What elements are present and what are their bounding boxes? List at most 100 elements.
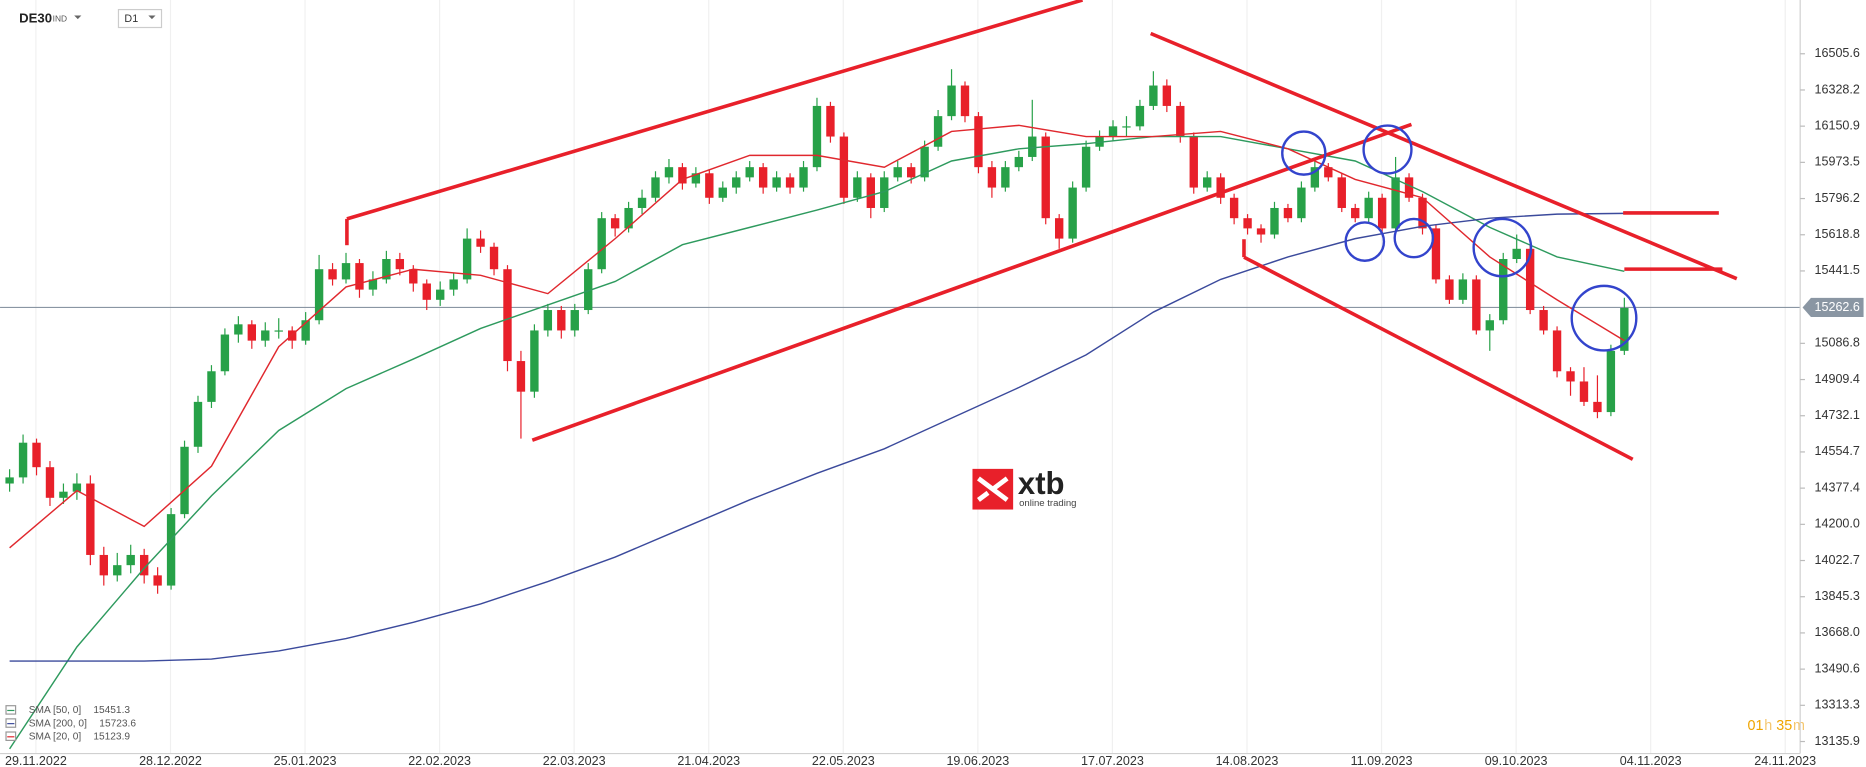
candle-body bbox=[5, 477, 14, 484]
candle-body bbox=[355, 263, 364, 290]
candle-body bbox=[476, 238, 485, 247]
sma-line bbox=[9, 212, 1625, 662]
candle-body bbox=[409, 269, 418, 284]
legend-value: 15123.9 bbox=[93, 731, 130, 742]
candle-body bbox=[1122, 126, 1131, 128]
candle-body bbox=[516, 361, 526, 392]
countdown-hours: 01 bbox=[1748, 718, 1764, 734]
candle-body bbox=[1337, 177, 1346, 208]
candle-body bbox=[853, 177, 862, 198]
candle-body bbox=[1001, 167, 1010, 188]
legend-name: SMA [50, 0] bbox=[29, 705, 82, 716]
y-tick-label: 15796.2 bbox=[1815, 191, 1860, 205]
candle-body bbox=[691, 173, 701, 184]
y-tick-label: 15973.5 bbox=[1815, 155, 1860, 169]
candle-body bbox=[489, 246, 499, 270]
candle-body bbox=[1377, 197, 1387, 229]
candle-body bbox=[1351, 207, 1360, 219]
candle-body bbox=[1014, 156, 1024, 168]
candle-body bbox=[449, 279, 458, 290]
x-tick-label: 29.11.2022 bbox=[5, 754, 67, 767]
candle-body bbox=[1055, 218, 1064, 239]
candle-body bbox=[1216, 177, 1225, 198]
y-tick-label: 14022.7 bbox=[1815, 553, 1860, 567]
legend-icon bbox=[5, 718, 17, 728]
candle-body bbox=[651, 177, 660, 198]
symbol[interactable]: DE30 bbox=[19, 11, 52, 26]
candle-body bbox=[960, 85, 970, 117]
candle-body bbox=[1283, 207, 1293, 219]
candle-body bbox=[207, 371, 216, 402]
highlight-circle bbox=[1362, 124, 1413, 175]
y-tick-label: 13313.3 bbox=[1815, 698, 1860, 712]
candle-body bbox=[1566, 371, 1575, 382]
candle-body bbox=[1068, 187, 1077, 239]
dropdown-arrow[interactable] bbox=[148, 15, 156, 20]
interval-box[interactable] bbox=[117, 8, 163, 29]
logo-icon bbox=[977, 476, 1009, 502]
candle-body bbox=[880, 177, 889, 208]
candle-body bbox=[18, 442, 28, 478]
candle-body bbox=[1149, 85, 1158, 106]
y-tick-label: 13490.6 bbox=[1815, 661, 1860, 675]
candle-body bbox=[1028, 136, 1037, 157]
legend-name: SMA [200, 0] bbox=[29, 718, 87, 729]
x-tick-label: 11.09.2023 bbox=[1351, 754, 1413, 767]
candle-body bbox=[866, 177, 875, 208]
candle-body bbox=[1445, 279, 1454, 300]
y-tick-label: 16328.2 bbox=[1815, 82, 1860, 96]
candle-body bbox=[1310, 167, 1320, 188]
y-tick-label: 16505.6 bbox=[1815, 46, 1860, 60]
candle-body bbox=[99, 554, 108, 576]
y-tick-label: 14909.4 bbox=[1815, 372, 1860, 386]
candle-body bbox=[1243, 218, 1252, 229]
candle-body bbox=[1324, 167, 1333, 178]
candle-body bbox=[974, 116, 983, 168]
candle-body bbox=[314, 269, 324, 321]
candle-body bbox=[732, 177, 741, 188]
candle-body bbox=[1162, 85, 1172, 106]
candle-body bbox=[1108, 126, 1118, 137]
candle-body bbox=[220, 334, 230, 372]
x-tick-label: 14.08.2023 bbox=[1216, 754, 1279, 767]
candle-body bbox=[139, 554, 149, 576]
candle-body bbox=[1593, 401, 1602, 413]
candle-body bbox=[1485, 320, 1494, 331]
candle-body bbox=[1606, 350, 1616, 413]
candle-body bbox=[1270, 207, 1279, 235]
candle-body bbox=[180, 446, 189, 515]
legend: SMA [50, 0] 15451.3 SMA [200, 0] 15723.6 SMA… bbox=[5, 705, 136, 742]
y-tick-label: 13668.0 bbox=[1815, 625, 1860, 639]
candle-body bbox=[745, 167, 754, 178]
countdown-unit: m bbox=[1793, 718, 1805, 734]
candle-body bbox=[826, 105, 835, 137]
highlight-circle bbox=[1472, 217, 1533, 278]
candle-body bbox=[597, 218, 606, 270]
candle-body bbox=[153, 575, 162, 586]
y-tick-label: 16150.9 bbox=[1815, 118, 1860, 132]
candle-body bbox=[1391, 177, 1400, 229]
candle-body bbox=[1418, 197, 1427, 229]
candle-body bbox=[1364, 197, 1373, 219]
x-tick-label: 22.02.2023 bbox=[408, 754, 471, 767]
x-tick-label: 22.05.2023 bbox=[812, 754, 875, 767]
candle-body bbox=[166, 514, 176, 586]
candle-body bbox=[1539, 310, 1548, 331]
annotations bbox=[345, 0, 1738, 461]
candle-body bbox=[530, 330, 539, 392]
sma-line bbox=[9, 124, 1625, 549]
candle-body bbox=[86, 483, 95, 555]
candle-body bbox=[1229, 197, 1239, 219]
candle-body bbox=[1620, 307, 1629, 351]
candle-body bbox=[45, 467, 55, 498]
candle-body bbox=[261, 330, 270, 341]
dropdown-arrow[interactable] bbox=[74, 15, 82, 20]
candle-body bbox=[32, 442, 41, 468]
candle-body bbox=[947, 85, 956, 117]
last-price-label: 15262.6 bbox=[1815, 300, 1860, 314]
candle-body bbox=[772, 177, 781, 188]
candle-body bbox=[1499, 259, 1508, 321]
